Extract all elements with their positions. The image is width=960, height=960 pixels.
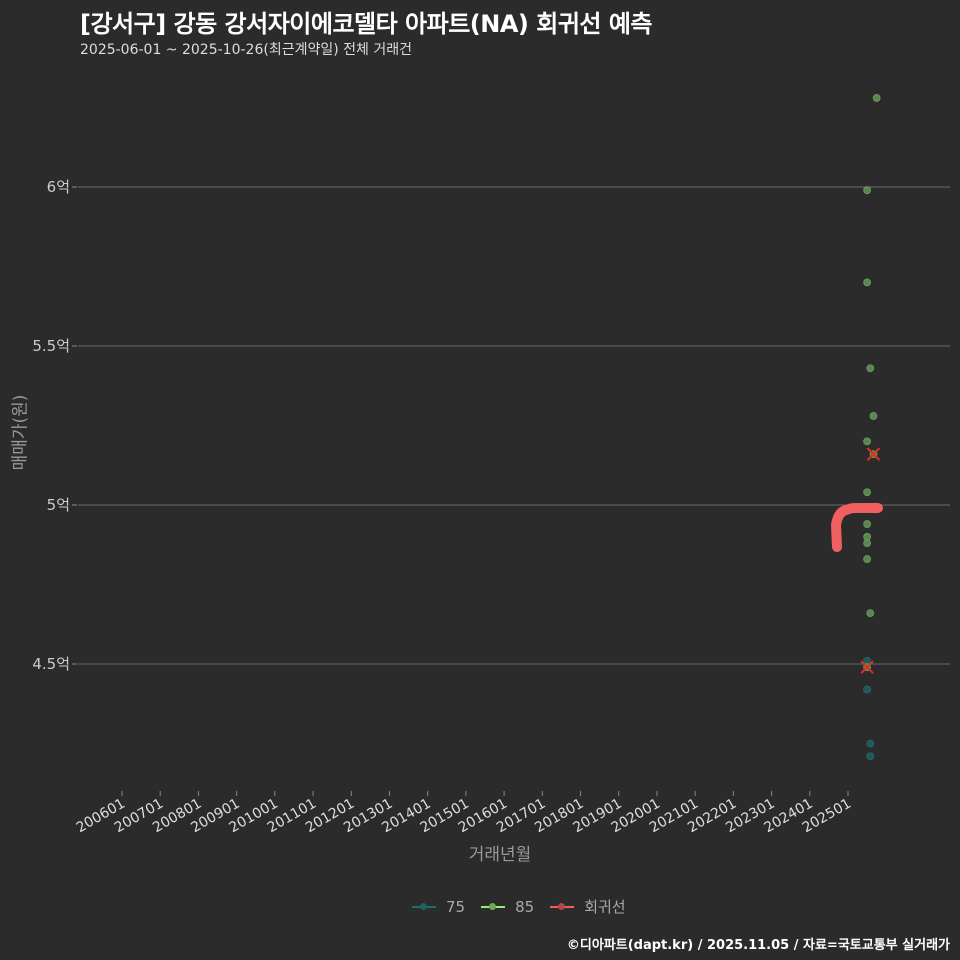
legend-label: 회귀선 [584, 898, 626, 916]
data-point [866, 609, 875, 618]
legend-key-icon [412, 902, 436, 912]
chart-subtitle: 2025-06-01 ~ 2025-10-26(최근계약일) 전체 거래건 [80, 42, 412, 58]
data-point [863, 532, 872, 541]
legend-key-icon [481, 902, 506, 912]
data-point [863, 520, 872, 528]
x-marker-icon [860, 660, 874, 674]
legend-item-regression: 회귀선 [550, 896, 626, 917]
y-tick-label: 5억 [47, 496, 70, 514]
data-point [863, 685, 872, 694]
data-point [863, 656, 872, 665]
y-tick-label: 5.5억 [32, 337, 70, 355]
data-point [872, 94, 881, 102]
data-point [866, 739, 875, 748]
data-point [863, 278, 872, 287]
y-tick-label: 4.5억 [32, 655, 70, 673]
chart-title: [강서구] 강동 강서자이에코델타 아파트(NA) 회귀선 예측 [80, 10, 653, 38]
data-point [863, 539, 872, 548]
data-point [863, 555, 872, 563]
data-point [863, 488, 872, 497]
data-point [866, 752, 875, 761]
legend-item-85: 85 [481, 898, 534, 916]
data-point [869, 412, 878, 420]
data-point [866, 364, 875, 373]
y-tick-label: 6억 [47, 178, 70, 196]
legend-key-icon [550, 902, 575, 912]
source-footer: ©디아파트(dapt.kr) / 2025.11.05 / 자료=국토교통부 실… [566, 938, 950, 953]
data-point [863, 186, 872, 195]
legend-label: 85 [515, 897, 535, 916]
y-axis-label: 매매가(원) [10, 394, 31, 471]
legend-label: 75 [446, 897, 466, 916]
data-point [863, 437, 872, 446]
legend-item-75: 75 [412, 898, 465, 916]
x-marker-icon [866, 447, 881, 461]
legend: 75 85 회귀선 [412, 896, 632, 917]
x-axis-label: 거래년월 [468, 845, 532, 865]
regression-line [831, 503, 883, 552]
